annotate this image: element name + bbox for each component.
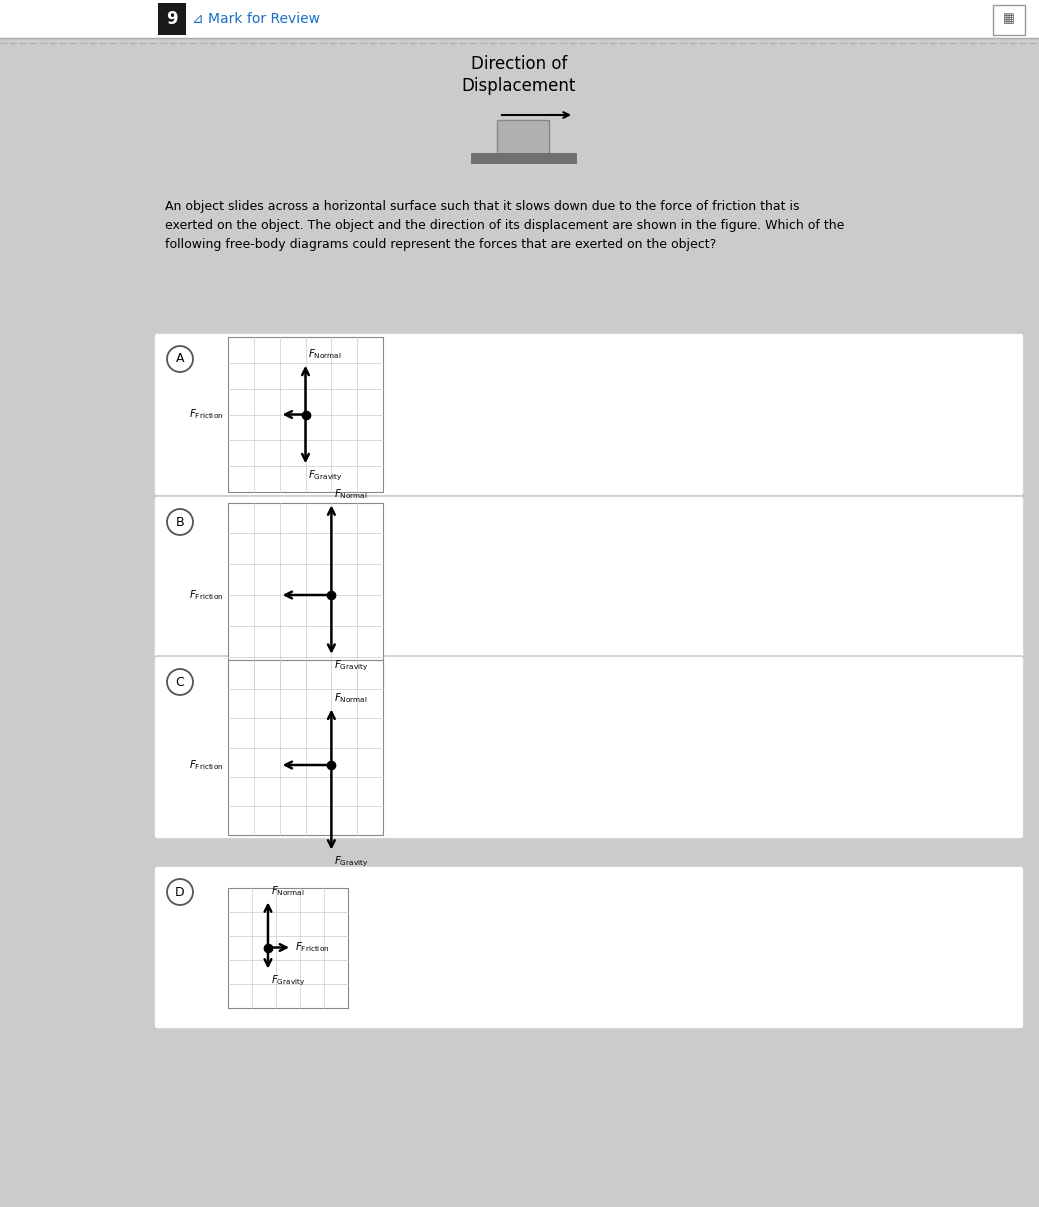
FancyBboxPatch shape [154, 496, 1024, 694]
Text: D: D [176, 886, 185, 898]
Text: $F_{\mathregular{Friction}}$: $F_{\mathregular{Friction}}$ [189, 588, 223, 602]
Text: ▦: ▦ [1003, 12, 1015, 25]
Bar [993, 5, 1025, 35]
Text: $F_{\mathregular{Normal}}$: $F_{\mathregular{Normal}}$ [335, 690, 368, 705]
Text: $F_{\mathregular{Friction}}$: $F_{\mathregular{Friction}}$ [295, 940, 329, 955]
Text: $F_{\mathregular{Gravity}}$: $F_{\mathregular{Gravity}}$ [335, 855, 369, 869]
Text: 9: 9 [166, 10, 178, 28]
Text: $F_{\mathregular{Normal}}$: $F_{\mathregular{Normal}}$ [271, 884, 304, 898]
Text: ⊿ Mark for Review: ⊿ Mark for Review [192, 12, 320, 27]
Bar [228, 887, 348, 1008]
Text: $F_{\mathregular{Gravity}}$: $F_{\mathregular{Gravity}}$ [309, 468, 343, 483]
Text: An object slides across a horizontal surface such that it slows down due to the : An object slides across a horizontal sur… [165, 200, 845, 251]
Text: A: A [176, 352, 184, 366]
FancyBboxPatch shape [154, 865, 1024, 1030]
Bar [228, 337, 383, 492]
Text: B: B [176, 515, 184, 529]
FancyBboxPatch shape [154, 655, 1024, 839]
Text: Direction of
Displacement: Direction of Displacement [461, 56, 577, 95]
Bar [158, 2, 186, 35]
Text: $F_{\mathregular{Normal}}$: $F_{\mathregular{Normal}}$ [309, 348, 342, 361]
Text: $F_{\mathregular{Gravity}}$: $F_{\mathregular{Gravity}}$ [335, 659, 369, 674]
Circle shape [167, 509, 193, 535]
Bar [0, 0, 1039, 37]
Text: $F_{\mathregular{Normal}}$: $F_{\mathregular{Normal}}$ [335, 486, 368, 501]
Bar [228, 502, 383, 688]
Text: C: C [176, 676, 184, 688]
Text: $F_{\mathregular{Friction}}$: $F_{\mathregular{Friction}}$ [189, 408, 223, 421]
Circle shape [167, 879, 193, 905]
Circle shape [167, 346, 193, 372]
Bar [497, 119, 549, 154]
Text: $F_{\mathregular{Gravity}}$: $F_{\mathregular{Gravity}}$ [271, 974, 305, 987]
Bar [471, 153, 576, 163]
Text: $F_{\mathregular{Friction}}$: $F_{\mathregular{Friction}}$ [189, 758, 223, 772]
Bar [228, 660, 383, 835]
Circle shape [167, 669, 193, 695]
FancyBboxPatch shape [154, 333, 1024, 496]
